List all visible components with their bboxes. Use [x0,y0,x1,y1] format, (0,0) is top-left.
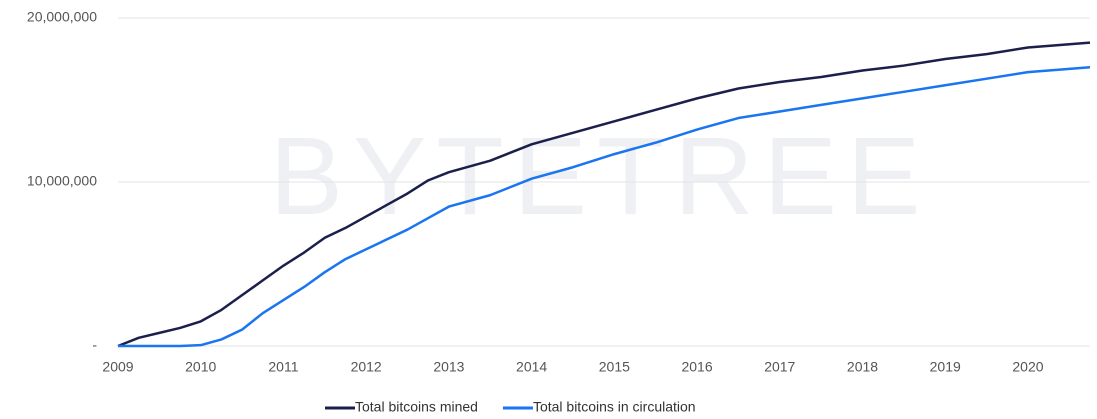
x-tick-label: 2017 [764,359,795,375]
legend-label: Total bitcoins in circulation [533,399,696,415]
y-tick-label: - [92,337,97,353]
y-tick-label: 10,000,000 [27,173,97,189]
x-tick-label: 2015 [599,359,630,375]
x-tick-label: 2014 [516,359,547,375]
y-tick-label: 20,000,000 [27,9,97,25]
watermark: BYTETREE [270,115,931,238]
legend-label: Total bitcoins mined [355,399,478,415]
x-tick-label: 2020 [1012,359,1043,375]
line [118,65,1091,348]
x-tick-label: 2019 [930,359,961,375]
x-tick-label: 2018 [847,359,878,375]
x-tick-label: 2016 [681,359,712,375]
x-tick-label: 2010 [185,359,216,375]
x-tick-label: 2012 [351,359,382,375]
x-tick-label: 2013 [433,359,464,375]
x-tick-label: 2009 [102,359,133,375]
line [117,41,1091,348]
x-tick-label: 2011 [268,359,298,375]
